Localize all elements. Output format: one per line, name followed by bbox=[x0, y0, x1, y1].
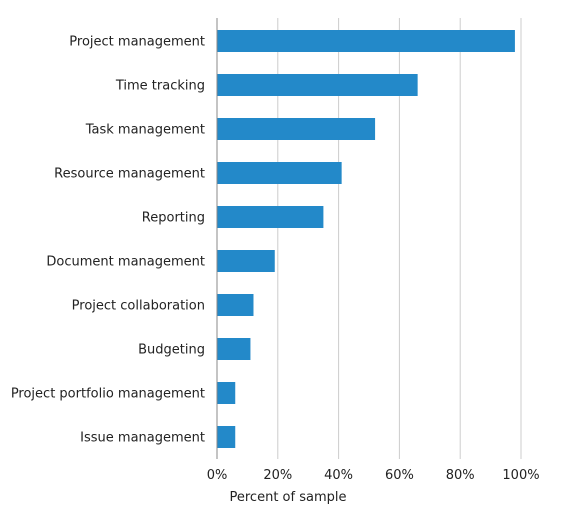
category-label: Document management bbox=[46, 255, 205, 270]
x-tick-label: 60% bbox=[385, 468, 414, 483]
category-labels: Project management Time tracking Task mana… bbox=[11, 35, 205, 446]
bar bbox=[217, 426, 236, 448]
category-label: Project management bbox=[69, 35, 205, 50]
bar bbox=[217, 30, 515, 52]
x-tick-label: 0% bbox=[207, 468, 228, 483]
bar bbox=[217, 250, 275, 272]
x-tick-label: 40% bbox=[324, 468, 353, 483]
category-label: Resource management bbox=[54, 167, 205, 182]
category-label: Project collaboration bbox=[72, 299, 205, 314]
category-label: Issue management bbox=[80, 431, 205, 446]
bar bbox=[217, 382, 236, 404]
bar bbox=[217, 206, 324, 228]
bar bbox=[217, 74, 418, 96]
bar bbox=[217, 338, 251, 360]
bar bbox=[217, 118, 376, 140]
category-label: Project portfolio management bbox=[11, 387, 205, 402]
category-label: Reporting bbox=[142, 211, 205, 226]
category-label: Task management bbox=[85, 123, 205, 138]
bars bbox=[217, 30, 515, 448]
category-label: Time tracking bbox=[115, 79, 205, 94]
x-tick-labels: 0% 20% 40% 60% 80% 100% bbox=[207, 468, 540, 483]
bar bbox=[217, 162, 342, 184]
x-tick-label: 20% bbox=[263, 468, 292, 483]
category-label: Budgeting bbox=[138, 343, 205, 358]
bar bbox=[217, 294, 254, 316]
x-tick-label: 80% bbox=[446, 468, 475, 483]
x-axis-title: Percent of sample bbox=[230, 490, 347, 505]
x-tick-label: 100% bbox=[502, 468, 539, 483]
